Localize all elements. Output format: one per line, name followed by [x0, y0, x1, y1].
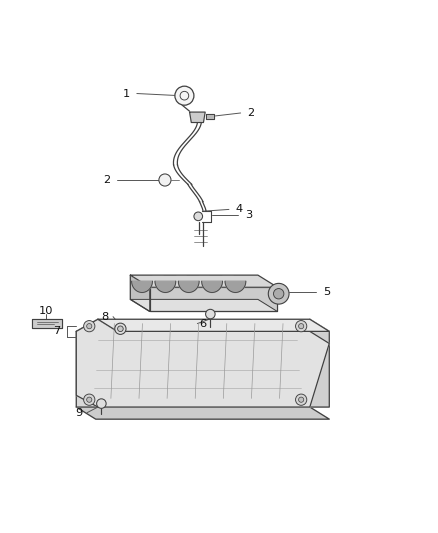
Polygon shape	[76, 319, 98, 407]
Text: 1: 1	[123, 88, 131, 99]
Circle shape	[84, 320, 95, 332]
Polygon shape	[225, 281, 246, 293]
Text: 9: 9	[75, 408, 83, 418]
Polygon shape	[150, 287, 277, 311]
Polygon shape	[131, 275, 150, 311]
Text: 7: 7	[53, 326, 60, 336]
Circle shape	[205, 309, 215, 319]
Text: 5: 5	[323, 287, 330, 297]
Circle shape	[299, 397, 304, 402]
Polygon shape	[76, 319, 329, 407]
Text: 4: 4	[236, 205, 243, 214]
Polygon shape	[131, 275, 277, 287]
Circle shape	[87, 324, 92, 329]
Circle shape	[159, 174, 171, 186]
Circle shape	[97, 399, 106, 408]
Circle shape	[117, 326, 123, 332]
Circle shape	[299, 324, 304, 329]
Circle shape	[273, 288, 284, 299]
Polygon shape	[32, 319, 63, 328]
Circle shape	[194, 212, 202, 221]
Polygon shape	[155, 281, 176, 293]
Circle shape	[84, 394, 95, 405]
Polygon shape	[76, 407, 329, 419]
Text: 2: 2	[103, 175, 110, 185]
Circle shape	[175, 86, 194, 105]
Polygon shape	[190, 112, 205, 123]
Text: 6: 6	[200, 319, 207, 328]
Circle shape	[296, 394, 307, 405]
Text: 3: 3	[245, 209, 252, 220]
Polygon shape	[310, 319, 329, 407]
Text: 8: 8	[102, 312, 109, 321]
Circle shape	[268, 284, 289, 304]
Polygon shape	[131, 300, 277, 311]
Circle shape	[87, 397, 92, 402]
Polygon shape	[98, 319, 329, 332]
Circle shape	[115, 323, 126, 334]
Polygon shape	[206, 114, 214, 119]
Polygon shape	[202, 281, 223, 293]
Circle shape	[296, 320, 307, 332]
Text: 10: 10	[39, 305, 53, 316]
Polygon shape	[132, 281, 152, 293]
Text: 2: 2	[247, 108, 254, 118]
Circle shape	[180, 91, 189, 100]
Polygon shape	[178, 281, 199, 293]
